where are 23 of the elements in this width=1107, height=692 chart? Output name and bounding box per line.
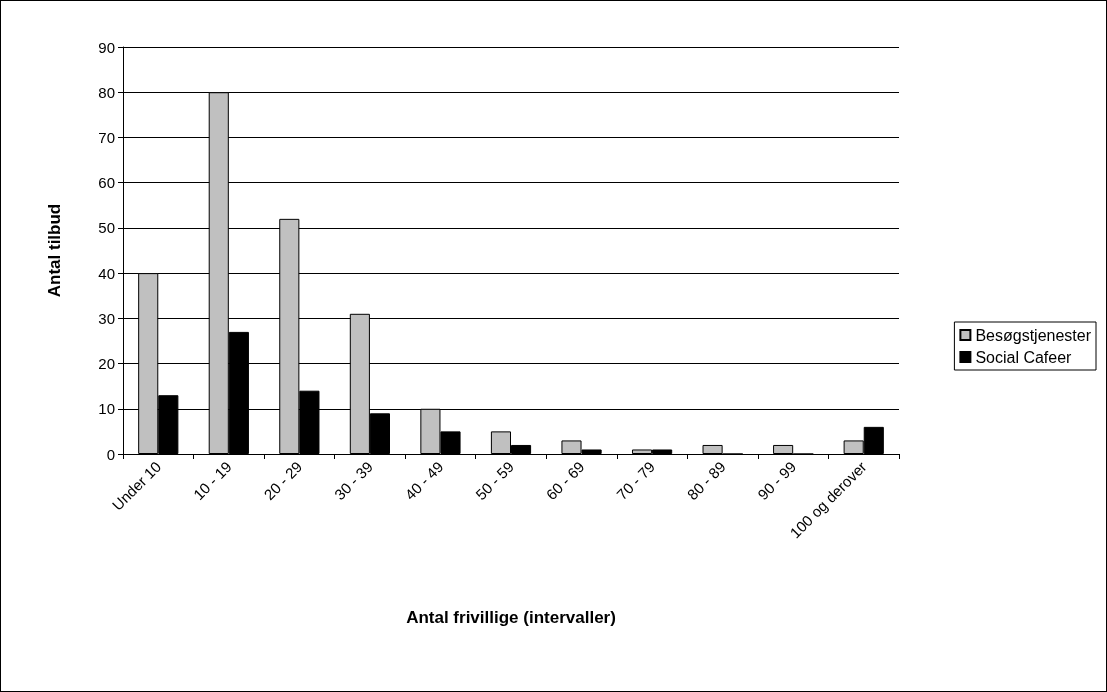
x-tick-label: 90 - 99 <box>754 457 800 503</box>
x-axis-title: Antal frivillige (intervaller) <box>406 608 616 627</box>
x-tick-label: 70 - 79 <box>613 457 659 503</box>
x-tick-label: 10 - 19 <box>189 457 235 503</box>
y-tick-label: 0 <box>106 445 115 463</box>
legend-label: Besøgstjenester <box>975 326 1092 344</box>
x-tick-label: 20 - 29 <box>260 457 306 503</box>
x-tick-label: 50 - 59 <box>472 457 518 503</box>
y-tick-label: 40 <box>98 264 115 282</box>
y-tick-label: 20 <box>98 355 115 373</box>
y-tick-label: 90 <box>98 38 115 56</box>
legend-label: Social Cafeer <box>975 348 1073 366</box>
y-tick-label: 70 <box>98 128 115 146</box>
y-tick-label: 60 <box>98 174 115 192</box>
x-tick-label: 80 - 89 <box>683 457 729 503</box>
x-tick-label: 60 - 69 <box>542 457 588 503</box>
y-tick-label: 80 <box>98 83 115 101</box>
x-tick-label: 30 - 39 <box>330 457 376 503</box>
y-tick-label: 10 <box>98 400 115 418</box>
x-tick-label: 40 - 49 <box>401 457 447 503</box>
y-tick-label: 30 <box>98 309 115 327</box>
y-axis-title: Antal tilbud <box>45 203 64 298</box>
y-tick-label: 50 <box>98 219 115 237</box>
